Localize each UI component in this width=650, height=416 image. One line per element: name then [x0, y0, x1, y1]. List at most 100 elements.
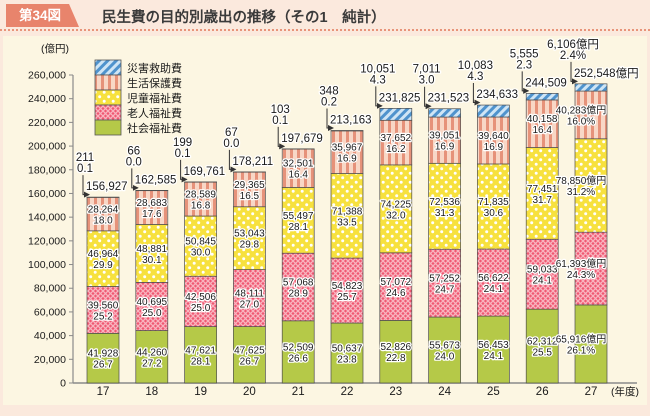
bar-17-shakai — [86, 332, 120, 384]
segment-value-20-roujin: 48,111 — [235, 289, 265, 300]
segment-value-22-shakai: 50,637 — [332, 344, 363, 355]
bar-18-seikatsu — [135, 190, 169, 225]
figure-header: 第34図 民生費の目的別歳出の推移（その1 純計） — [0, 0, 650, 31]
y-tick-label: 220,000 — [28, 117, 66, 129]
bar-27-saigai — [574, 83, 608, 92]
segment-value-22-jidou: 71,388 — [332, 206, 363, 217]
segment-value-18-shakai: 44,260 — [137, 347, 168, 358]
annotation-leader-17 — [82, 175, 90, 198]
saigai-value-26: 5,555 — [510, 48, 539, 60]
segment-pct-27-jidou: 31.2% — [567, 187, 595, 198]
total-label-17: 156,927 — [86, 181, 128, 193]
legend-label-roujin: 老人福祉費 — [127, 106, 182, 120]
annotation-leader-27 — [570, 61, 578, 85]
saigai-value-23: 10,051 — [360, 63, 395, 75]
total-label-22: 213,163 — [330, 114, 372, 126]
segment-pct-25-roujin: 24.1 — [484, 284, 504, 295]
segment-value-20-shakai: 47,625 — [234, 345, 265, 356]
saigai-pct-26: 2.3 — [516, 59, 532, 71]
segment-value-19-shakai: 47,621 — [185, 345, 216, 356]
x-label-23: 23 — [389, 386, 402, 398]
saigai-pct-17: 0.1 — [77, 163, 93, 175]
segment-pct-18-shakai: 27.2 — [142, 358, 162, 369]
saigai-value-17: 211 — [76, 152, 94, 164]
segment-value-26-roujin: 59,033 — [527, 265, 558, 276]
segment-pct-26-jidou: 31.7 — [532, 195, 552, 206]
segment-value-21-seikatsu: 32,501 — [283, 159, 314, 170]
saigai-value-22: 348 — [319, 85, 338, 97]
bar-26-roujin — [525, 238, 559, 310]
legend-swatch-seikatsu — [94, 74, 122, 91]
legend-swatch-jidou — [94, 89, 122, 106]
segment-pct-17-seikatsu: 18.0 — [93, 216, 113, 227]
segment-value-26-seikatsu: 40,158 — [527, 114, 558, 125]
bar-20-roujin — [233, 269, 266, 327]
segment-value-17-shakai: 41,928 — [88, 349, 119, 360]
segment-pct-26-roujin: 24.1 — [532, 276, 552, 287]
segment-value-18-seikatsu: 28,683 — [137, 198, 168, 209]
bar-23-saigai — [379, 108, 413, 121]
segment-pct-20-roujin: 27.0 — [240, 300, 260, 311]
bar-21-shakai — [281, 320, 315, 384]
segment-pct-21-seikatsu: 16.4 — [288, 170, 308, 181]
legend-label-seikatsu: 生活保護費 — [127, 76, 182, 90]
bar-17-jidou — [86, 230, 120, 287]
legend-swatch-roujin — [94, 104, 122, 121]
bar-24-roujin — [428, 248, 461, 318]
bar-27-jidou — [574, 138, 608, 233]
saigai-pct-27: 2.4% — [560, 50, 586, 62]
total-label-20: 178,211 — [232, 156, 273, 168]
saigai-pct-22: 0.2 — [321, 96, 337, 108]
segment-pct-19-roujin: 25.0 — [191, 303, 211, 314]
x-label-19: 19 — [194, 386, 207, 398]
segment-value-24-shakai: 55,673 — [429, 341, 460, 352]
segment-pct-24-shakai: 24.0 — [435, 352, 455, 363]
bar-23-roujin — [379, 252, 413, 321]
bar-20-seikatsu — [233, 171, 266, 208]
y-tick-label: 40,000 — [34, 330, 66, 342]
y-tick-label: 60,000 — [34, 306, 66, 318]
segment-pct-23-seikatsu: 16.2 — [386, 144, 406, 155]
saigai-pct-20: 0.0 — [223, 138, 239, 150]
y-tick-label: 240,000 — [28, 93, 66, 105]
y-tick-label: 140,000 — [28, 212, 66, 224]
saigai-value-18: 66 — [127, 145, 140, 157]
segment-value-17-seikatsu: 28,264 — [88, 205, 119, 216]
x-axis-suffix: (年度) — [611, 385, 639, 398]
bar-18-jidou — [135, 224, 169, 283]
saigai-pct-24: 3.0 — [419, 75, 435, 87]
x-label-17: 17 — [97, 386, 110, 398]
segment-pct-24-roujin: 24.7 — [435, 285, 455, 296]
segment-value-24-jidou: 72,536 — [429, 197, 460, 208]
bar-25-jidou — [477, 163, 510, 250]
segment-pct-17-roujin: 25.2 — [93, 311, 113, 322]
segment-value-22-seikatsu: 35,967 — [332, 143, 363, 154]
bar-27-shakai — [574, 304, 608, 384]
y-tick-label: 100,000 — [28, 259, 66, 271]
bar-25-roujin — [477, 248, 510, 317]
segment-pct-21-shakai: 26.6 — [288, 353, 308, 364]
annotation-leader-20 — [228, 149, 237, 173]
segment-pct-19-shakai: 28.1 — [191, 356, 211, 367]
segment-value-23-seikatsu: 37,652 — [381, 133, 412, 144]
segment-value-23-shakai: 52,826 — [381, 342, 412, 353]
x-label-18: 18 — [145, 386, 158, 398]
bar-group-25: 56,45324.156,62224.171,83530.639,64016.9… — [457, 59, 519, 384]
segment-pct-23-jidou: 32.0 — [386, 210, 406, 221]
segment-pct-17-shakai: 26.7 — [93, 360, 113, 371]
segment-pct-19-jidou: 30.0 — [191, 248, 211, 259]
y-tick-label: 20,000 — [34, 354, 66, 366]
figure-title: 民生費の目的別歳出の推移（その1 純計） — [102, 10, 386, 26]
total-label-18: 162,585 — [135, 174, 177, 186]
annotation-leader-19 — [180, 159, 188, 183]
segment-value-26-jidou: 77,451 — [527, 184, 558, 195]
segment-pct-18-jidou: 30.1 — [142, 255, 162, 266]
bar-25-saigai — [477, 104, 510, 118]
bar-22-jidou — [330, 173, 364, 259]
bar-17-roujin — [86, 286, 120, 334]
segment-value-25-roujin: 56,622 — [478, 273, 509, 284]
segment-value-20-jidou: 53,043 — [234, 229, 265, 240]
